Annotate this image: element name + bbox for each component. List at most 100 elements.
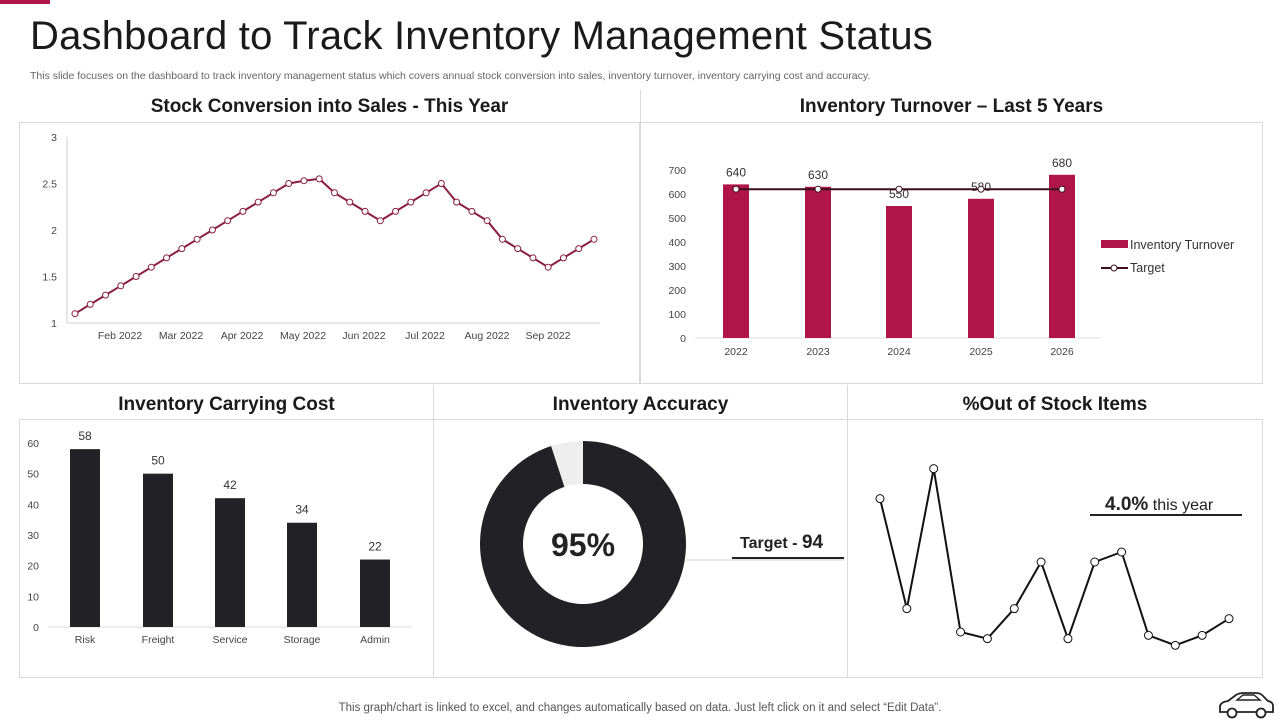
cost-value-label: 34 [295, 503, 309, 517]
cost-x-tick-label: Risk [75, 634, 96, 646]
target-point [977, 185, 985, 193]
stock-data-point [453, 198, 461, 206]
cost-y-tick-label: 10 [27, 591, 39, 603]
turnover-bar [886, 206, 912, 338]
out-of-stock-point [875, 494, 885, 504]
turnover-bar [968, 198, 994, 338]
stock-data-point [254, 198, 262, 206]
turnover-y-tick-label: 600 [668, 189, 686, 201]
stock-y-tick-label: 2.5 [42, 179, 57, 191]
stock-data-point [346, 198, 354, 206]
page-subtitle: This slide focuses on the dashboard to t… [30, 70, 871, 82]
out-of-stock-annotation-value: 4.0% [1105, 494, 1148, 515]
stock-data-point [559, 254, 567, 262]
target-point [732, 185, 740, 193]
out-of-stock-point [902, 604, 912, 614]
turnover-y-tick-label: 400 [668, 237, 686, 249]
stock-data-point [468, 207, 476, 215]
stock-data-point [193, 235, 201, 243]
out-of-stock-point [1009, 604, 1019, 614]
out-of-stock-point [1143, 630, 1153, 640]
cost-bar [360, 559, 390, 627]
stock-data-point [224, 217, 232, 225]
cost-y-tick-label: 60 [27, 438, 39, 450]
out-of-stock-point [1224, 614, 1234, 624]
turnover-value-label: 640 [726, 165, 746, 179]
target-point [895, 185, 903, 193]
turnover-y-tick-label: 0 [680, 333, 686, 345]
stock-x-tick-label: Feb 2022 [98, 330, 143, 342]
cost-x-tick-label: Storage [284, 634, 321, 646]
stock-x-tick-label: Jul 2022 [405, 330, 445, 342]
cost-value-label: 42 [223, 478, 237, 492]
legend-turnover-swatch [1101, 240, 1128, 248]
stock-data-point [544, 263, 552, 271]
turnover-bar [723, 184, 749, 338]
stock-x-tick-label: Sep 2022 [526, 330, 571, 342]
stock-data-point [483, 217, 491, 225]
out-of-stock-title: %Out of Stock Items [962, 394, 1148, 415]
legend-target-label: Target [1130, 261, 1165, 275]
turnover-value-label: 630 [808, 168, 828, 182]
stock-y-tick-label: 1.5 [42, 272, 57, 284]
stock-conversion-panel [19, 122, 640, 384]
accuracy-remainder-slice [551, 441, 583, 487]
cost-value-label: 50 [151, 454, 165, 468]
out-of-stock-point [1063, 634, 1073, 644]
out-of-stock-annotation: 4.0% this year [1105, 494, 1214, 515]
stock-data-point [285, 180, 293, 187]
stock-x-tick-label: May 2022 [280, 330, 326, 342]
out-of-stock-point [1090, 557, 1100, 567]
stock-data-point [178, 245, 186, 253]
stock-data-point [208, 226, 216, 234]
cost-value-label: 58 [78, 429, 92, 443]
turnover-y-tick-label: 700 [668, 165, 686, 177]
stock-data-point [132, 273, 140, 280]
stock-y-tick-label: 1 [51, 318, 57, 330]
turnover-x-tick-label: 2023 [806, 346, 830, 358]
out-of-stock-point [956, 627, 966, 637]
inventory-turnover-title: Inventory Turnover – Last 5 Years [799, 96, 1104, 117]
stock-y-tick-label: 2 [51, 225, 57, 237]
bottom-divider-2 [847, 385, 848, 419]
top-divider [640, 90, 641, 122]
turnover-value-label: 550 [889, 187, 909, 201]
cost-y-tick-label: 0 [33, 622, 39, 634]
stock-data-point [437, 180, 445, 187]
footer-note: This graph/chart is linked to excel, and… [338, 702, 942, 714]
stock-data-point [331, 189, 338, 197]
out-of-stock-point [929, 464, 939, 474]
out-of-stock-point [1036, 557, 1046, 567]
target-point [814, 185, 822, 193]
stock-conversion-title: Stock Conversion into Sales - This Year [150, 96, 509, 117]
turnover-bar [1049, 174, 1075, 338]
out-of-stock-point [982, 634, 992, 644]
stock-data-point [392, 207, 400, 215]
stock-data-point [422, 189, 430, 197]
bottom-divider-1 [433, 385, 434, 419]
turnover-x-tick-label: 2025 [969, 346, 993, 358]
turnover-x-tick-label: 2022 [724, 346, 748, 358]
stock-x-tick-label: Aug 2022 [465, 330, 510, 342]
cost-y-tick-label: 40 [27, 499, 39, 511]
stock-data-point [498, 235, 506, 243]
accuracy-target-value: 94 [802, 532, 824, 553]
stock-data-point [147, 263, 155, 271]
stock-data-point [239, 207, 247, 215]
target-point [1058, 185, 1066, 193]
cost-bar [70, 449, 100, 627]
title-accent-bar [0, 0, 50, 4]
stock-data-point [407, 198, 415, 206]
accuracy-target-label: Target - 94 [740, 532, 824, 553]
cost-y-tick-label: 20 [27, 561, 39, 573]
cost-x-tick-label: Freight [142, 634, 175, 646]
stock-data-point [117, 282, 125, 290]
legend-turnover-label: Inventory Turnover [1130, 238, 1234, 252]
stock-data-point [376, 217, 384, 225]
cost-bar [215, 498, 245, 627]
turnover-y-tick-label: 300 [668, 261, 686, 273]
turnover-y-tick-label: 200 [668, 285, 686, 297]
stock-data-point [361, 207, 369, 215]
out-of-stock-annotation-suffix: this year [1148, 497, 1214, 514]
